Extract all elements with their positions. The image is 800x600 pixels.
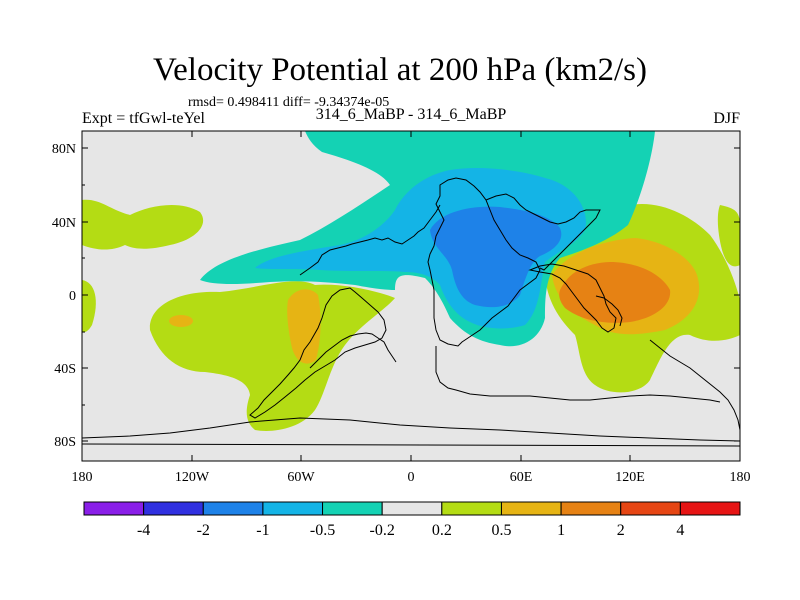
plot-title: Velocity Potential at 200 hPa (km2/s) (152, 52, 648, 88)
colorbar-swatch (143, 501, 204, 516)
season-label: DJF (713, 110, 740, 127)
colorbar-label: -0.5 (310, 522, 335, 539)
lon-tick-label: 120W (175, 470, 210, 485)
colorbar-label: 0.5 (491, 522, 511, 539)
colorbar-label: 4 (676, 522, 684, 539)
positive-region-east-max (559, 262, 671, 323)
coastline-australia (649, 339, 740, 431)
lat-ticks (82, 147, 740, 442)
colorbar: -4 -2 -1 -0.5 -0.2 0.2 0.5 1 2 4 (83, 501, 741, 539)
lat-tick-label: 80S (54, 435, 76, 450)
coastlines (82, 177, 740, 447)
negative-region-core (430, 206, 562, 308)
stats-label: rmsd= 0.498411 diff= -9.34374e-05 (188, 95, 390, 110)
coastline-north-america (309, 332, 397, 369)
colorbar-label: -2 (197, 522, 210, 539)
colorbar-swatch (620, 501, 681, 516)
lon-tick-label: 60E (510, 470, 533, 485)
coastline-antarctica (82, 417, 740, 447)
lat-tick-label: 40S (54, 362, 76, 377)
colorbar-label: -4 (137, 522, 150, 539)
colorbar-swatch (262, 501, 324, 516)
colorbar-swatch (381, 501, 443, 516)
lat-tick-label: 0 (69, 289, 76, 304)
coastline-central-america (299, 204, 441, 276)
lon-ticks (81, 131, 741, 461)
lon-tick-label: 60W (287, 470, 315, 485)
positive-region-west-edge (82, 280, 96, 333)
colorbar-swatch (679, 501, 741, 516)
positive-region-small-core (169, 315, 193, 327)
lon-tick-label: 120E (615, 470, 645, 485)
coastline-maritime-continent (435, 346, 721, 403)
colorbar-label: -1 (256, 522, 269, 539)
coastline-india-seasia (528, 263, 617, 333)
experiment-label: Expt = tfGwl-teYel (82, 110, 205, 127)
coastline-indian-ocean-region (595, 295, 623, 327)
positive-region-west-core (287, 289, 321, 364)
coastline-arabia-asia (485, 193, 601, 271)
lon-tick-label: 180 (730, 470, 751, 485)
colorbar-swatch (322, 501, 383, 516)
lon-labels: 180 120W 60W 0 60E 120E 180 (72, 470, 751, 485)
positive-region-date-line (717, 205, 740, 267)
lon-tick-label: 180 (72, 470, 93, 485)
coastline-south-america (249, 287, 387, 419)
colorbar-label: 2 (617, 522, 625, 539)
colorbar-labels: -4 -2 -1 -0.5 -0.2 0.2 0.5 1 2 4 (137, 522, 684, 539)
colorbar-boxes (83, 501, 741, 516)
colorbar-swatch (560, 501, 622, 516)
lat-tick-label: 80N (52, 142, 76, 157)
colorbar-swatch (202, 501, 264, 516)
case-label: 314_6_MaBP - 314_6_MaBP (315, 106, 507, 123)
coastline-africa-europe (427, 177, 541, 347)
lat-tick-label: 40N (52, 216, 76, 231)
lat-labels: 80N 40N 0 40S 80S (52, 142, 76, 450)
colorbar-label: 0.2 (432, 522, 452, 539)
positive-region-west-tropics (149, 281, 395, 431)
colorbar-swatch (441, 501, 502, 516)
contour-fill (82, 131, 740, 461)
positive-region-west-north (82, 199, 204, 250)
colorbar-label: 1 (557, 522, 565, 539)
lon-tick-label: 0 (408, 470, 415, 485)
colorbar-swatch (500, 501, 562, 516)
colorbar-label: -0.2 (370, 522, 395, 539)
colorbar-swatch (83, 501, 145, 516)
